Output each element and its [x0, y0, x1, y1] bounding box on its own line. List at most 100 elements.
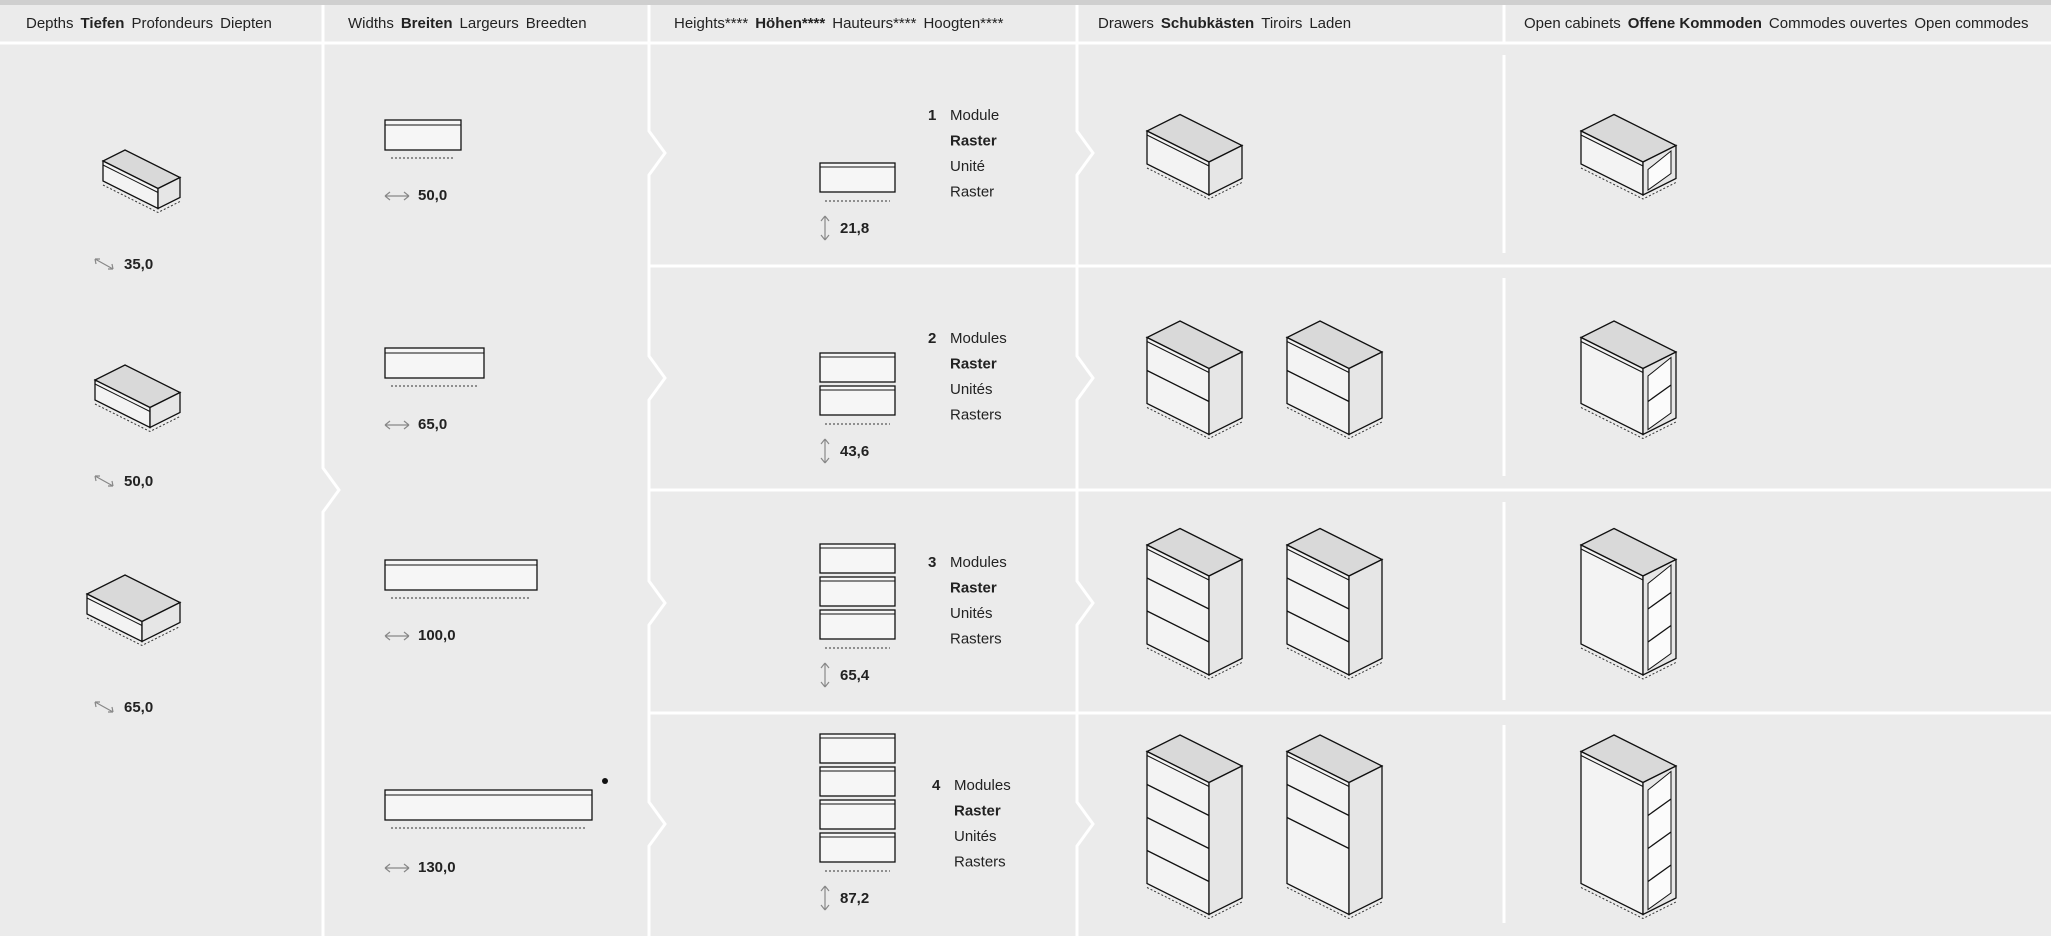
box-lip: [86, 597, 143, 626]
header-word: Hoogten****: [923, 15, 1003, 32]
box-lip: [1286, 341, 1350, 373]
module-box: [819, 609, 896, 640]
box-lip: [94, 383, 151, 412]
module-word: Unité: [950, 158, 985, 175]
column-divider: [1075, 5, 1095, 936]
column-header: Open cabinets Offene Kommoden Commodes ouv…: [1524, 15, 2029, 32]
column-divider: [647, 5, 667, 936]
module-word: Modules: [950, 554, 1007, 571]
header-word: Tiefen: [81, 15, 125, 32]
module-box: [819, 832, 896, 863]
column-divider: [321, 5, 341, 936]
shelf: [1647, 864, 1672, 883]
module-box: [819, 352, 896, 383]
box-side: [1208, 558, 1243, 677]
box-base: [1146, 647, 1243, 680]
open-cabinet: [1579, 320, 1678, 440]
box-base: [1580, 647, 1677, 680]
module-box: [819, 543, 896, 574]
module-box: [819, 576, 896, 607]
box-lip: [102, 164, 159, 193]
box-lip: [1146, 548, 1210, 581]
module-word: Raster: [950, 355, 997, 372]
box-lip: [1146, 134, 1210, 167]
header-word: Open commodes: [1914, 15, 2028, 32]
box-side: [157, 176, 181, 210]
depth-value: 35,0: [124, 256, 153, 273]
depth-item: [85, 574, 182, 647]
header-word: Commodes ouvertes: [1769, 15, 1907, 32]
box-base: [86, 617, 181, 647]
module-word: Raster: [950, 183, 994, 200]
header-word: Profondeurs: [131, 15, 213, 32]
header-word: Breedten: [526, 15, 587, 32]
dimension-icon: [384, 631, 410, 641]
box-lip: [1146, 341, 1210, 373]
drawer-unit: [1285, 527, 1384, 680]
depth-item: [93, 364, 182, 433]
module-word: Raster: [954, 802, 1001, 819]
header-word: Laden: [1309, 15, 1351, 32]
box-base: [1146, 407, 1243, 440]
box-base: [1286, 407, 1383, 440]
shelf: [1647, 384, 1672, 403]
module-word: Module: [950, 107, 999, 124]
height-value: 65,4: [840, 667, 870, 684]
box-base: [1286, 887, 1383, 920]
box-lip: [1580, 548, 1644, 581]
box-side: [149, 391, 181, 429]
dimension-icon: [384, 191, 410, 201]
drawer-line: [1146, 369, 1210, 403]
drawer-line: [1286, 577, 1350, 610]
column-header: Heights**** Höhen**** Hauteurs**** Hoogten*…: [674, 15, 1004, 32]
box-lip: [1580, 134, 1644, 167]
open-inner: [1647, 563, 1672, 671]
dimension-icon: [820, 438, 830, 464]
depth-item: [101, 149, 182, 214]
top-band: [0, 0, 2051, 5]
box-lip: [1580, 341, 1644, 373]
open-cabinet: [1579, 734, 1678, 920]
width-value: 130,0: [418, 859, 456, 876]
width-value: 100,0: [418, 627, 456, 644]
width-value: 50,0: [418, 187, 447, 204]
height-value: 21,8: [840, 220, 869, 237]
drawer-unit: [1145, 320, 1244, 440]
dimension-icon: [94, 475, 114, 487]
drawer-line: [1146, 577, 1210, 610]
header-word: Breiten: [401, 15, 453, 32]
box-lip: [1286, 755, 1350, 787]
box-side: [1348, 764, 1383, 916]
module-word: Unités: [950, 381, 993, 398]
height-value: 87,2: [840, 890, 869, 907]
shelf: [1647, 591, 1672, 610]
header-word: Largeurs: [460, 15, 519, 32]
drawer-unit: [1145, 734, 1244, 920]
box-lip: [1286, 548, 1350, 581]
module-box: [819, 162, 896, 193]
module-word: Rasters: [950, 406, 1002, 423]
dimension-icon: [384, 420, 410, 430]
box-lip: [1146, 755, 1210, 787]
header-word: Tiroirs: [1261, 15, 1302, 32]
header-word: Depths: [26, 15, 74, 32]
depth-value: 65,0: [124, 699, 153, 716]
dimension-icon: [820, 885, 830, 911]
header-word: Höhen****: [755, 15, 825, 32]
drawer-line: [1146, 610, 1210, 643]
drawer-line: [1286, 816, 1350, 850]
drawer-line: [1286, 369, 1350, 403]
header-word: Open cabinets: [1524, 15, 1621, 32]
drawer-line: [1146, 849, 1210, 883]
module-count: 1: [928, 107, 936, 124]
depth-value: 50,0: [124, 473, 153, 490]
module-box: [819, 766, 896, 797]
module-word: Modules: [954, 777, 1011, 794]
header-word: Drawers: [1098, 15, 1154, 32]
module-count: 3: [928, 554, 936, 571]
box-base: [1146, 887, 1243, 920]
column-header: Widths Breiten Largeurs Breedten: [348, 15, 587, 32]
